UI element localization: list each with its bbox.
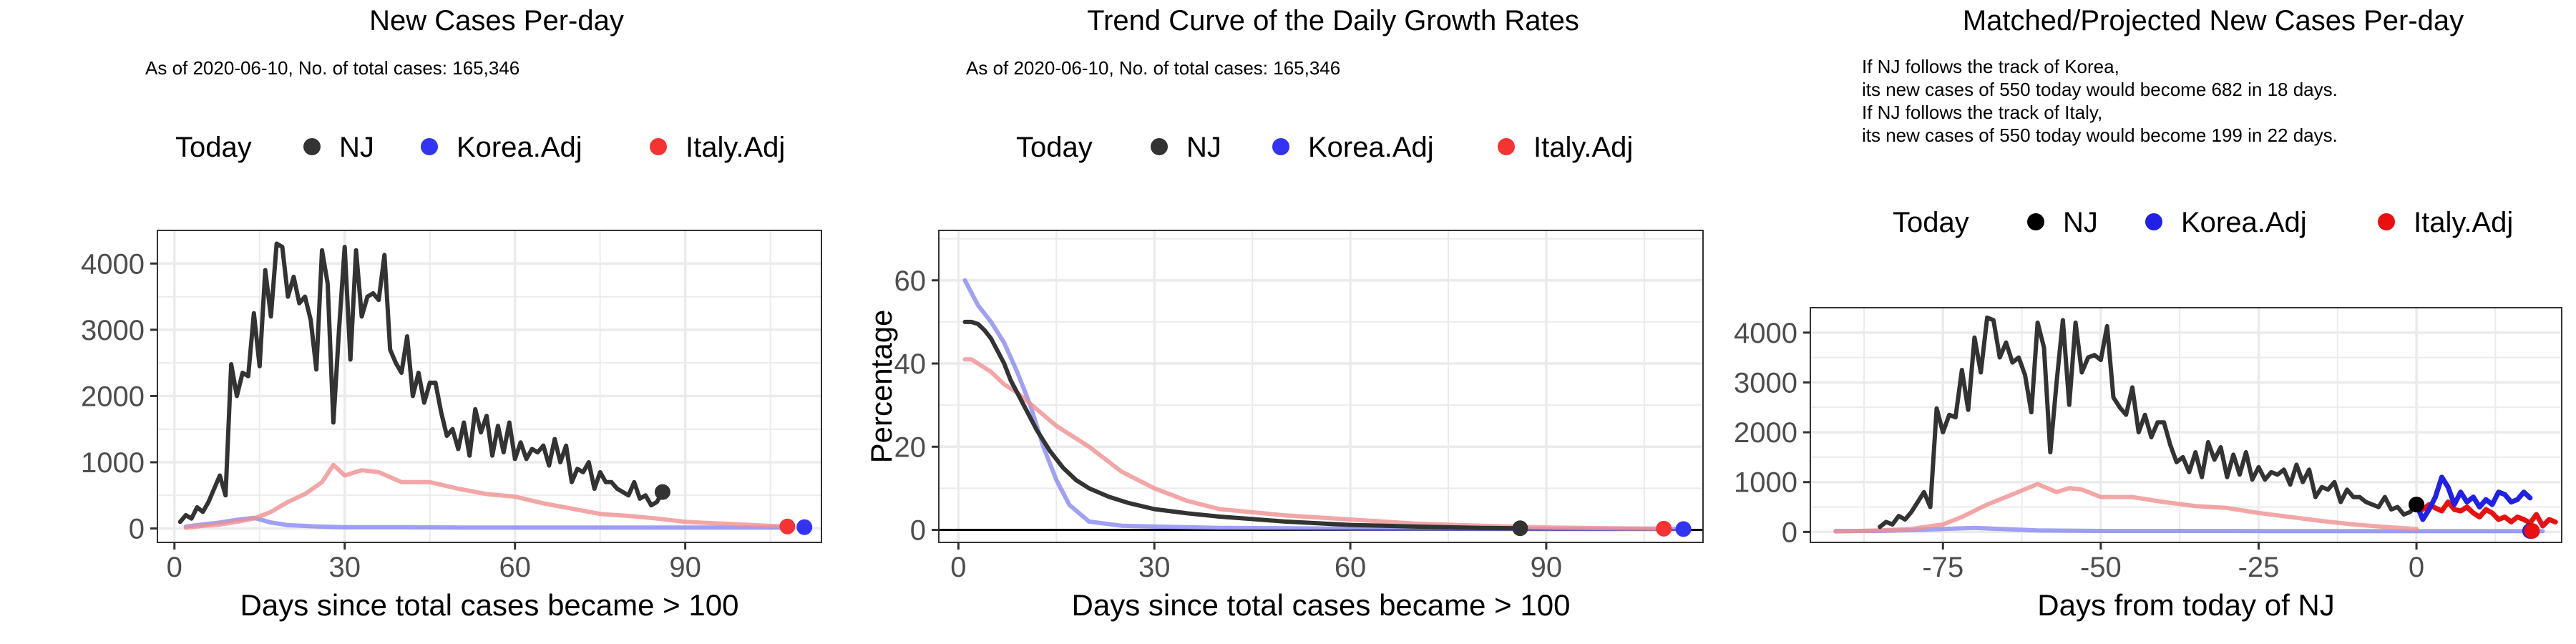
chart-subtitle: As of 2020-06-10, No. of total cases: 16… (966, 57, 1340, 79)
legend-title: Today (1016, 132, 1093, 163)
y-tick-label: 40 (894, 348, 927, 380)
chart-title: Trend Curve of the Daily Growth Rates (1087, 5, 1579, 36)
gridlines (939, 230, 1703, 542)
today-point-italy-adj (2524, 522, 2540, 539)
legend-label: Italy.Adj (686, 132, 785, 163)
chart-3: Matched/Projected New Cases Per-day If NJ… (1734, 5, 2562, 622)
y-tick-label: 4000 (1734, 318, 1797, 349)
chart-title: New Cases Per-day (369, 5, 624, 36)
series-line-italy-adj-projected (2414, 499, 2558, 529)
series-line-korea-adj (1833, 525, 2545, 534)
legend: Today NJ Korea.Adj Italy.Adj (1893, 207, 2513, 238)
y-tick-label: 0 (129, 514, 145, 545)
projection-annotation: its new cases of 550 today would become … (1862, 79, 2338, 100)
legend-title: Today (175, 132, 252, 163)
x-tick-label: -75 (1922, 552, 1963, 583)
legend-label: Korea.Adj (2181, 207, 2307, 238)
x-tick-label: 90 (669, 552, 701, 583)
today-point-nj (654, 484, 670, 500)
series-line-italy-adj (183, 462, 790, 530)
plot-panel (939, 230, 1703, 542)
legend-label: NJ (339, 132, 374, 163)
series-line-nj (962, 319, 1523, 531)
legend-label: Korea.Adj (1308, 132, 1434, 163)
y-tick-label: 60 (894, 265, 927, 297)
today-point-nj (1512, 520, 1528, 537)
x-tick-label: 30 (1138, 552, 1171, 583)
legend-key (303, 138, 321, 155)
legend-label: NJ (2063, 207, 2098, 238)
series-line-nj (1878, 315, 2419, 530)
x-tick-label: -50 (2080, 552, 2122, 583)
chart-title: Matched/Projected New Cases Per-day (1963, 5, 2464, 36)
y-axis-label: Percentage (864, 310, 898, 464)
projection-annotation: If NJ follows the track of Korea, (1862, 56, 2119, 77)
series-line-nj (177, 241, 665, 525)
today-point-korea-adj (1675, 521, 1692, 537)
today-point-italy-adj (1656, 520, 1672, 537)
chart-1: New Cases Per-day As of 2020-06-10, No. o… (81, 5, 822, 622)
y-tick-label: 2000 (81, 381, 145, 412)
x-axis-label: Days since total cases became > 100 (1072, 588, 1571, 622)
y-tick-label: 20 (894, 431, 927, 463)
x-tick-label: 30 (328, 552, 361, 583)
today-point-korea-adj (796, 519, 813, 535)
y-tick-label: 0 (910, 515, 926, 547)
legend: Today NJ Korea.Adj Italy.Adj (175, 132, 785, 163)
projection-annotation: its new cases of 550 today would become … (1862, 125, 2338, 146)
legend-key (2027, 213, 2044, 230)
plot-border (938, 230, 1704, 543)
plot-border (157, 230, 822, 543)
y-tick-label: 4000 (81, 248, 145, 280)
legend-label: NJ (1186, 132, 1221, 163)
y-tick-label: 1000 (81, 447, 145, 479)
y-tick-label: 3000 (81, 315, 145, 346)
x-tick-label: 90 (1531, 552, 1563, 583)
legend-key (1151, 138, 1168, 155)
legend-label: Italy.Adj (1533, 132, 1633, 163)
legend-key (1498, 138, 1515, 155)
legend-key (2145, 213, 2162, 230)
chart-subtitle: As of 2020-06-10, No. of total cases: 16… (145, 57, 519, 79)
y-tick-label: 3000 (1734, 367, 1797, 399)
x-tick-label: 0 (950, 552, 966, 583)
y-tick-label: 2000 (1734, 417, 1797, 449)
legend-title: Today (1893, 207, 1969, 238)
legend-key (2378, 213, 2395, 230)
y-tick-label: 0 (1782, 517, 1797, 548)
legend-key (650, 138, 667, 155)
legend-label: Italy.Adj (2414, 207, 2513, 238)
series-line-italy-adj (962, 357, 1667, 531)
x-tick-label: 60 (1335, 552, 1367, 583)
x-axis-label: Days since total cases became > 100 (240, 588, 739, 622)
legend-key (421, 138, 438, 155)
x-tick-label: 0 (2409, 552, 2424, 583)
plot-border (1810, 307, 2562, 543)
series-line-korea-adj-projected (2414, 474, 2533, 522)
x-tick-label: 60 (499, 552, 531, 583)
series-line-italy-adj (1833, 482, 2419, 534)
x-tick-label: 0 (167, 552, 182, 583)
legend: Today NJ Korea.Adj Italy.Adj (1016, 132, 1633, 163)
legend-key (1272, 138, 1289, 155)
today-point-nj (2409, 497, 2425, 513)
projection-annotation: If NJ follows the track of Italy, (1862, 102, 2102, 123)
x-tick-label: -25 (2238, 552, 2280, 583)
legend-label: Korea.Adj (457, 132, 582, 163)
today-point-italy-adj (779, 518, 796, 535)
x-axis-label: Days from today of NJ (2037, 588, 2334, 622)
chart-2: Trend Curve of the Daily Growth Rates As … (864, 5, 1704, 622)
series-line-korea-adj (962, 278, 1686, 532)
y-tick-label: 1000 (1734, 467, 1797, 499)
